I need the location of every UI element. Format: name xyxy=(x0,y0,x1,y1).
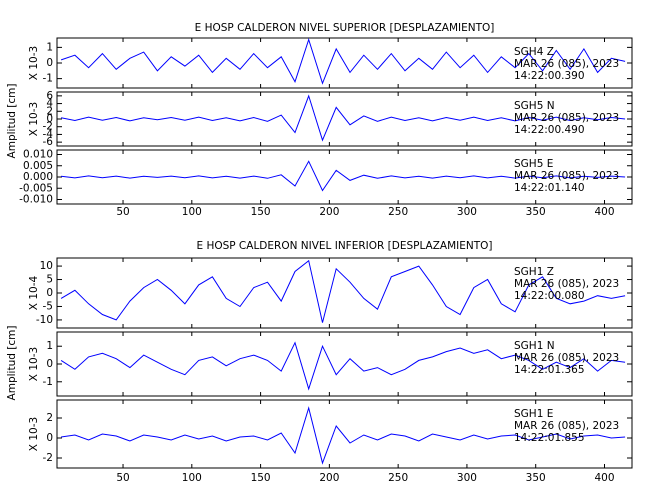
station-label: SGH4 Z xyxy=(514,46,554,58)
y-unit-label: X 10-4 xyxy=(28,276,40,311)
y-axis-label: Amplitud [cm] xyxy=(6,326,18,401)
station-label: 14:22:01.855 xyxy=(514,432,585,444)
x-tick-label: 350 xyxy=(526,472,546,484)
panel-frame xyxy=(56,399,633,469)
x-tick-label: 300 xyxy=(457,472,477,484)
y-tick-label: 4 xyxy=(46,98,53,110)
y-tick-label: -0.005 xyxy=(19,182,53,194)
y-tick-label: -2 xyxy=(43,452,53,464)
station-label: MAR 26 (085), 2023 xyxy=(514,58,619,70)
station-label: MAR 26 (085), 2023 xyxy=(514,170,619,182)
x-tick-label: 50 xyxy=(116,472,129,484)
x-tick-label: 400 xyxy=(594,206,614,218)
y-tick-label: 0 xyxy=(46,113,53,125)
station-label: 14:22:01.140 xyxy=(514,182,585,194)
y-tick-label: 1 xyxy=(46,340,53,352)
x-tick-label: 250 xyxy=(388,472,408,484)
y-tick-label: 0.000 xyxy=(23,171,53,183)
station-label: SGH5 N xyxy=(514,100,555,112)
y-tick-label: 0.010 xyxy=(23,149,53,161)
station-label: MAR 26 (085), 2023 xyxy=(514,420,619,432)
y-tick-label: -10 xyxy=(36,314,53,326)
y-unit-label: X 10-3 xyxy=(28,46,40,80)
y-tick-label: -5 xyxy=(43,300,53,312)
station-label: 14:22:01.365 xyxy=(514,364,585,376)
y-tick-label: 2 xyxy=(46,412,53,424)
station-label: MAR 26 (085), 2023 xyxy=(514,278,619,290)
x-tick-label: 200 xyxy=(319,206,339,218)
y-tick-label: 5 xyxy=(46,274,53,286)
y-tick-label: -1 xyxy=(43,73,53,85)
station-label: 14:22:00.080 xyxy=(514,290,585,302)
y-unit-label: X 10-3 xyxy=(28,417,40,451)
waveform xyxy=(61,406,626,465)
y-tick-label: -1 xyxy=(43,376,53,388)
x-tick-label: 50 xyxy=(116,206,129,218)
waveform xyxy=(61,94,626,142)
y-tick-label: -0.010 xyxy=(19,194,53,206)
y-tick-label: 6 xyxy=(46,90,53,102)
y-axis-label: Amplitud [cm] xyxy=(6,84,18,159)
station-label: SGH5 E xyxy=(514,158,553,170)
x-tick-label: 200 xyxy=(319,472,339,484)
y-tick-label: 0 xyxy=(46,287,53,299)
station-label: 14:22:00.490 xyxy=(514,124,585,136)
x-tick-label: 350 xyxy=(526,206,546,218)
station-label: SGH1 Z xyxy=(514,266,554,278)
waveform xyxy=(60,341,626,391)
y-tick-label: 0 xyxy=(46,57,53,69)
waveform xyxy=(61,160,626,192)
y-tick-label: 10 xyxy=(40,260,53,272)
x-tick-label: 300 xyxy=(457,206,477,218)
waveform xyxy=(60,259,626,323)
y-tick-label: -4 xyxy=(43,128,54,140)
waveform xyxy=(60,37,626,85)
x-tick-label: 100 xyxy=(182,206,202,218)
x-tick-label: 150 xyxy=(251,206,271,218)
x-tick-label: 250 xyxy=(388,206,408,218)
station-label: SGH1 E xyxy=(514,408,553,420)
station-label: SGH1 N xyxy=(514,340,555,352)
station-label: MAR 26 (085), 2023 xyxy=(514,112,619,124)
y-tick-label: 0 xyxy=(46,432,53,444)
x-tick-label: 400 xyxy=(594,472,614,484)
y-tick-label: -2 xyxy=(43,121,53,133)
chart-title: E HOSP CALDERON NIVEL SUPERIOR [DESPLAZA… xyxy=(195,22,495,34)
y-tick-label: -6 xyxy=(43,136,54,148)
y-tick-label: 2 xyxy=(46,105,53,117)
chart-title: E HOSP CALDERON NIVEL INFERIOR [DESPLAZA… xyxy=(196,240,492,252)
y-unit-label: X 10-3 xyxy=(28,102,40,136)
y-tick-label: 0.005 xyxy=(23,160,53,172)
y-tick-label: 1 xyxy=(46,41,53,53)
station-label: 14:22:00.390 xyxy=(514,70,585,82)
station-label: MAR 26 (085), 2023 xyxy=(514,352,619,364)
y-tick-label: 0 xyxy=(46,358,53,370)
x-tick-label: 100 xyxy=(182,472,202,484)
x-tick-label: 150 xyxy=(251,472,271,484)
y-unit-label: X 10-3 xyxy=(28,347,40,381)
